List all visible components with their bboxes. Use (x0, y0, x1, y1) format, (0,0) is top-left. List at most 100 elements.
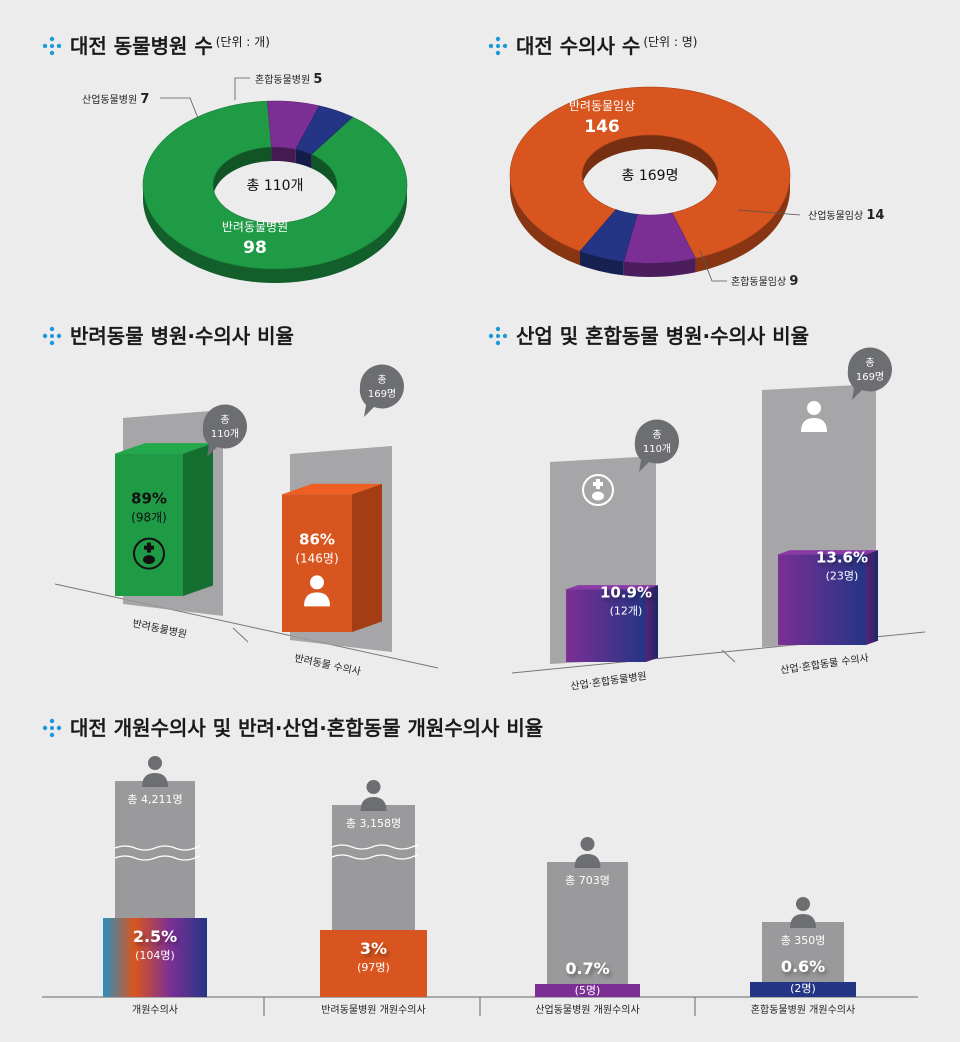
bar-category-label: 반려동물병원 개원수의사 (321, 1004, 425, 1016)
practicing-bar (750, 982, 856, 997)
total-bubble-value: 110개 (643, 443, 671, 455)
bar-count-label: (12개) (610, 604, 643, 617)
total-label: 총 4,211명 (127, 793, 182, 806)
baseline (54, 583, 439, 669)
bar-count-label: (23명) (826, 569, 859, 582)
slice-value: 14 (866, 208, 884, 223)
total-bubble-label: 총 (865, 357, 874, 369)
industrial-bar-top (566, 585, 658, 590)
companion-bar (115, 453, 183, 596)
section-title-practicing: 대전 개원수의사 및 반려·산업·혼합동물 개원수의사 비율 (42, 712, 543, 741)
vet-person-icon (366, 780, 381, 794)
bar-count-label: (97명) (357, 961, 390, 974)
leader-line (699, 249, 727, 282)
donut-side (143, 185, 407, 283)
title-text: 대전 개원수의사 및 반려·산업·혼합동물 개원수의사 비율 (70, 716, 544, 740)
bar-percent-label: 0.7% (565, 959, 609, 978)
leader-line (160, 97, 199, 119)
bar-percent-label: 86% (299, 530, 335, 548)
title-text: 반려동물 병원·수의사 비율 (70, 324, 294, 348)
industrial-bar-side (866, 550, 878, 645)
slice-label: 반려동물병원 (222, 220, 288, 234)
section-title-vets: 대전 수의사 수 (단위 : 명) (488, 30, 697, 59)
companion-bar-side (352, 483, 382, 632)
practicing-bar (535, 984, 640, 997)
total-bubble (359, 364, 404, 417)
cross-icon (593, 479, 603, 489)
total-bar (547, 862, 628, 997)
title-unit: (단위 : 개) (215, 35, 270, 49)
donut-inner-wall (295, 149, 312, 169)
slice-value: 9 (789, 274, 798, 289)
bar-category-label: 산업·혼합동물 수의사 (779, 651, 869, 676)
donut-chart: 총 169명 반려동물임상 146 산업동물임상 14 혼합동물임상 9 (509, 86, 884, 289)
section-title-hospitals: 대전 동물병원 수 (단위 : 개) (42, 30, 270, 59)
companion-bar-side (183, 443, 213, 596)
practicing-bar (103, 918, 207, 997)
vet-body-icon (574, 854, 601, 868)
bar-percent-label: 89% (131, 490, 167, 508)
vet-hospital-icon (133, 537, 165, 570)
industrial-bar (778, 554, 866, 645)
industrial-bar-chart: 10.9% (12개) 산업·혼합동물병원 13.6% (23명) 산업·혼합동물 수의사… (511, 347, 926, 693)
bar-percent-label: 13.6% (816, 548, 868, 566)
bar-percent-label: 2.5% (133, 927, 177, 946)
donut-inner-wall (582, 135, 718, 189)
cross-icon (144, 542, 154, 553)
bar-category-label: 개원수의사 (132, 1004, 178, 1016)
total-bubble-label: 총 (220, 414, 229, 426)
diamond-bullet-icon (488, 36, 508, 56)
slice-label: 산업동물병원 7 (82, 92, 149, 107)
total-label: 총 703명 (565, 874, 610, 887)
title-unit: (단위 : 명) (643, 35, 698, 49)
bar-percent-label: 3% (360, 939, 387, 958)
vet-body-icon (304, 592, 330, 607)
bar-category-label: 반려동물병원 (131, 617, 187, 640)
slice-value: 98 (243, 238, 267, 258)
axis-break-line (114, 855, 201, 861)
tick (721, 649, 736, 663)
total-bubble-value: 169명 (856, 371, 884, 383)
vet-person-icon (310, 575, 324, 590)
practicing-bar (320, 930, 427, 997)
slice-label: 산업동물임상 14 (808, 208, 884, 223)
total-bubble (202, 404, 247, 457)
bar-count-label: (146명) (295, 551, 338, 565)
diamond-bullet-icon (488, 326, 508, 346)
vet-hospital-icon (582, 474, 614, 506)
diamond-bullet-icon (42, 718, 62, 738)
donut-inner-wall (213, 147, 272, 199)
diamond-bullet-icon (42, 36, 62, 56)
industrial-bar-side (646, 585, 658, 662)
total-bubble-value: 110개 (211, 428, 239, 440)
title-text: 대전 동물병원 수 (70, 34, 213, 58)
total-bubble-label: 총 (377, 374, 386, 386)
vet-person-icon (580, 837, 595, 851)
vet-body-icon (360, 797, 387, 811)
vet-body-icon (790, 914, 816, 928)
practicing-bar-chart: 총 4,211명 2.5% (104명) 개원수의사 총 3,158명 3% (97명) 반려… (42, 756, 918, 1016)
donut-inner-wall (271, 147, 296, 164)
donut-slice (579, 209, 638, 262)
companion-bar (282, 494, 352, 632)
total-label: 총 3,158명 (346, 817, 401, 830)
total-bubble-label: 총 (652, 429, 661, 441)
total-label: 총 350명 (781, 934, 826, 947)
bar-count-label: (104명) (135, 949, 175, 962)
bar-percent-label: 0.6% (781, 957, 825, 976)
bar-count-label: (5명) (575, 984, 601, 997)
slice-value: 146 (584, 117, 620, 137)
leader-line (234, 77, 250, 100)
donut-slice (295, 105, 354, 155)
industrial-bar (566, 589, 646, 662)
bar-percent-label: 10.9% (600, 583, 652, 601)
bar-category-label: 산업·혼합동물병원 (570, 669, 648, 693)
section-title-industrial: 산업 및 혼합동물 병원·수의사 비율 (488, 320, 809, 349)
vet-person-icon (796, 897, 810, 911)
donut-center-label: 총 169명 (622, 168, 679, 184)
slice-label: 반려동물임상 (569, 99, 635, 113)
vet-body-icon (801, 418, 827, 432)
slice-value: 7 (140, 92, 149, 107)
